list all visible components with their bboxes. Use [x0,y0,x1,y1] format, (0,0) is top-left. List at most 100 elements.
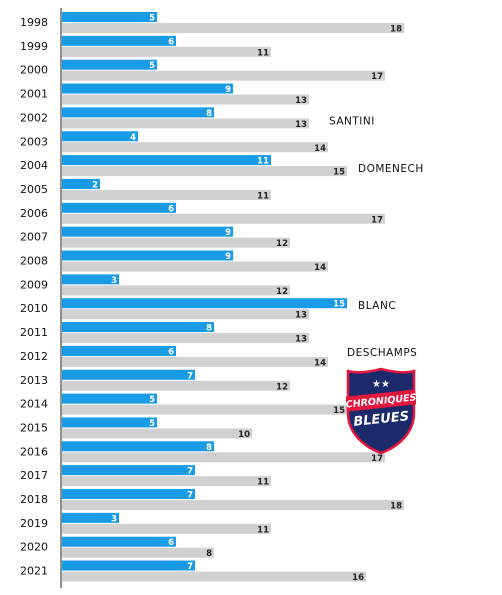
logo-stars: ★★ [372,379,390,390]
shield-icon [346,367,416,455]
bar-grey [62,333,309,344]
bar-grey [62,404,347,415]
year-label: 2021 [20,565,48,578]
bar-blue [62,512,119,523]
bar-blue [62,536,176,547]
bar-grey-label: 15 [333,168,345,178]
bar-grey [62,70,385,81]
bar-blue [62,35,176,46]
bar-blue [62,322,214,333]
bar-blue-label: 6 [168,204,174,214]
bar-grey-label: 15 [333,406,345,416]
year-label: 2016 [20,445,48,458]
year-label: 2001 [20,88,48,101]
year-label: 2013 [20,374,48,387]
bar-blue-label: 9 [225,252,231,262]
year-label: 2007 [20,231,48,244]
bar-grey [62,356,328,367]
bar-blue [62,250,233,261]
bar-grey [62,142,328,153]
bar-blue [62,393,157,404]
year-label: 2012 [20,350,48,363]
bar-blue [62,298,347,309]
bar-blue-label: 5 [149,395,155,405]
year-label: 2004 [20,159,48,172]
bar-blue-label: 6 [168,538,174,548]
bar-blue-label: 11 [257,157,269,167]
coach-label: DOMENECH [358,163,424,175]
year-label: 2019 [20,517,48,530]
logo-ribbon [345,389,417,412]
bar-grey-label: 12 [276,382,288,392]
bar-grey-label: 8 [206,549,212,559]
bar-grey [62,94,309,105]
bar-grey [62,452,385,463]
year-label: 2000 [20,64,48,77]
bar-grey-label: 14 [314,263,326,273]
bar-grey-label: 17 [371,72,383,82]
bar-blue [62,155,271,166]
bar-blue [62,59,157,70]
year-label: 1999 [20,40,48,53]
bar-blue [62,441,214,452]
logo-line2: BLEUES [353,409,410,430]
coach-label: DESCHAMPS [347,347,417,359]
bar-blue-label: 5 [149,419,155,429]
bar-blue [62,345,176,356]
bar-blue-label: 2 [92,180,98,190]
bar-blue-label: 7 [187,491,193,501]
coach-label: SANTINI [329,115,375,127]
bar-blue-label: 6 [168,37,174,47]
bar-grey [62,523,271,534]
bar-blue [62,131,138,142]
bar-blue [62,465,195,476]
bar-blue-label: 4 [130,133,136,143]
bar-grey-label: 17 [371,454,383,464]
bar-blue [62,226,233,237]
bar-grey-label: 17 [371,215,383,225]
bar-grey-label: 10 [238,430,250,440]
bar-grey-label: 12 [276,287,288,297]
bars-layer: 5 18 6 11 5 17 9 13 8 13 4 14 11 15 2 11 6 17 9 12 9 14 3 12 15 1… [62,12,404,583]
year-label: 2002 [20,111,48,124]
bar-blue [62,202,176,213]
bar-blue-label: 6 [168,347,174,357]
bar-blue-label: 8 [206,324,212,334]
year-label: 1998 [20,16,48,29]
year-labels: 1998 1999 2000 2001 2002 2003 2004 2005 2006 2007… [20,16,48,578]
year-label: 2017 [20,469,48,482]
bar-grey [62,428,252,439]
year-label: 2006 [20,207,48,220]
bar-grey [62,46,271,57]
chroniques-bleues-logo: ★★ CHRONIQUES BLEUES [345,367,417,455]
year-label: 2018 [20,493,48,506]
coach-label: BLANC [358,300,396,312]
year-label: 2005 [20,183,48,196]
bar-blue [62,369,195,380]
year-label: 2010 [20,302,48,315]
bar-blue [62,489,195,499]
bar-grey-label: 11 [257,525,269,535]
bar-blue-label: 8 [206,109,212,119]
year-label: 2011 [20,326,48,339]
bar-grey-label: 11 [257,191,269,201]
bar-blue-label: 7 [187,562,193,572]
bar-grey-label: 13 [295,335,307,345]
bar-grey-label: 14 [314,144,326,154]
bar-grey [62,166,347,177]
bar-grey [62,23,404,33]
bar-grey [62,500,404,510]
bar-blue [62,83,233,94]
bar-blue-label: 3 [111,514,117,524]
bar-blue-label: 7 [187,371,193,381]
bar-grey [62,237,290,248]
bar-grey [62,309,309,320]
bar-grey [62,213,385,224]
bar-blue-label: 7 [187,467,193,477]
bar-grey-label: 13 [295,311,307,321]
bar-grey-label: 18 [390,25,402,35]
year-label: 2014 [20,398,48,411]
bar-grey [62,547,214,558]
bar-blue [62,560,195,571]
bar-grey [62,189,271,200]
